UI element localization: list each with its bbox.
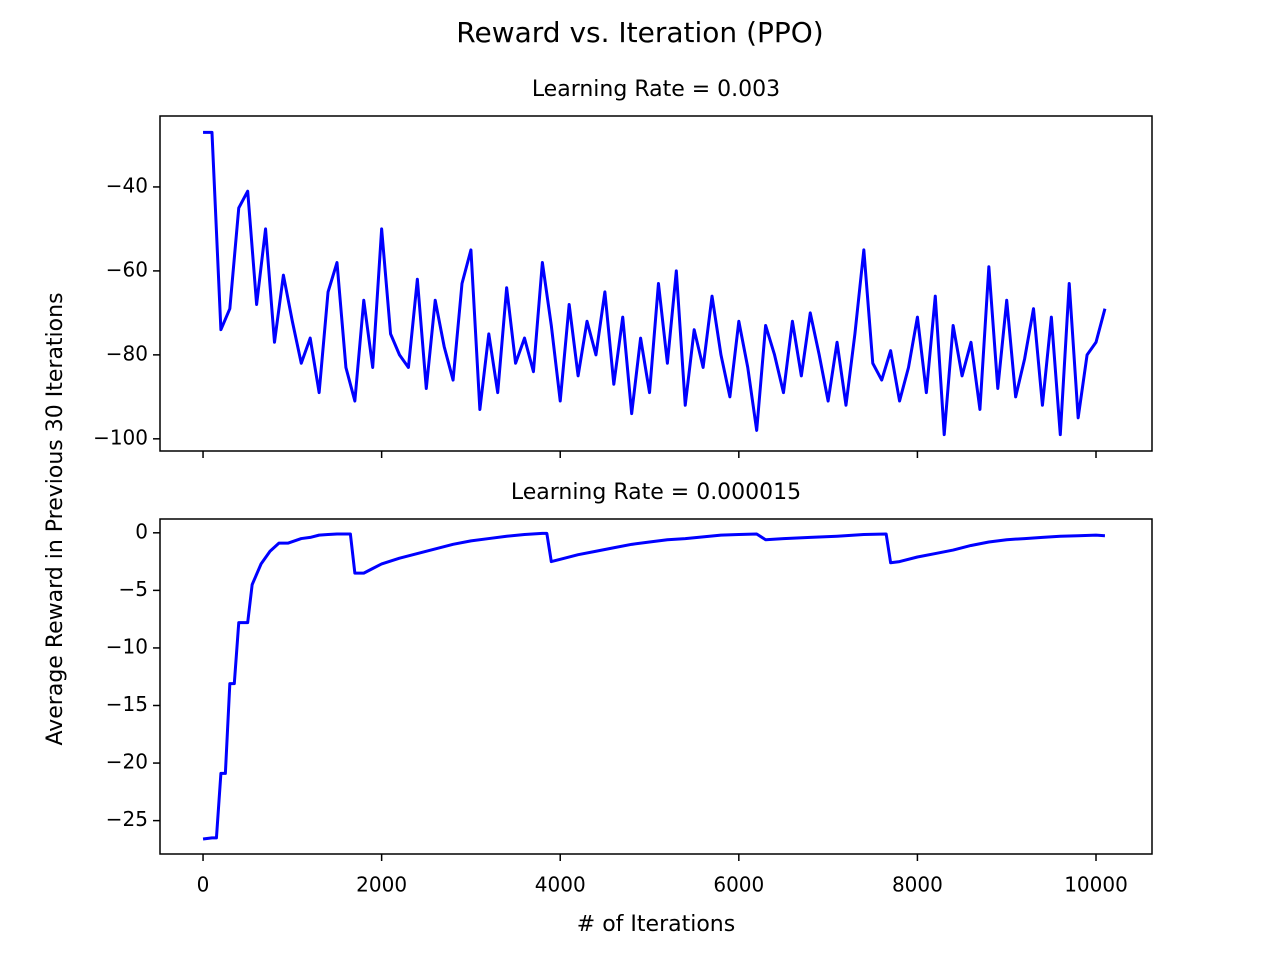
figure-title: Reward vs. Iteration (PPO) — [456, 16, 823, 49]
subplot-title: Learning Rate = 0.003 — [532, 77, 780, 102]
y-tick-label: −10 — [106, 634, 148, 658]
y-tick-label: 0 — [135, 519, 148, 543]
y-tick-label: −20 — [106, 750, 148, 774]
y-tick-label: −80 — [106, 341, 148, 365]
y-tick-label: −100 — [93, 425, 148, 449]
y-tick-label: −15 — [106, 692, 148, 716]
x-tick-label: 6000 — [713, 873, 764, 897]
x-tick-label: 8000 — [892, 873, 943, 897]
x-tick-label: 2000 — [356, 873, 407, 897]
axes-frame — [159, 518, 1153, 855]
y-tick-label: −60 — [106, 257, 148, 281]
axes-frame — [159, 115, 1153, 452]
y-tick-label: −40 — [106, 173, 148, 197]
x-tick-label: 4000 — [535, 873, 586, 897]
x-axis-label: # of Iterations — [577, 912, 735, 937]
data-line — [202, 531, 1106, 841]
y-axis-label: Average Reward in Previous 30 Iterations — [43, 292, 68, 745]
data-line — [203, 130, 1107, 437]
y-tick-label: −25 — [106, 807, 148, 831]
x-tick-label: 0 — [197, 873, 210, 897]
y-tick-label: −5 — [119, 577, 148, 601]
subplot-title: Learning Rate = 0.000015 — [511, 480, 801, 505]
x-tick-label: 10000 — [1064, 873, 1128, 897]
